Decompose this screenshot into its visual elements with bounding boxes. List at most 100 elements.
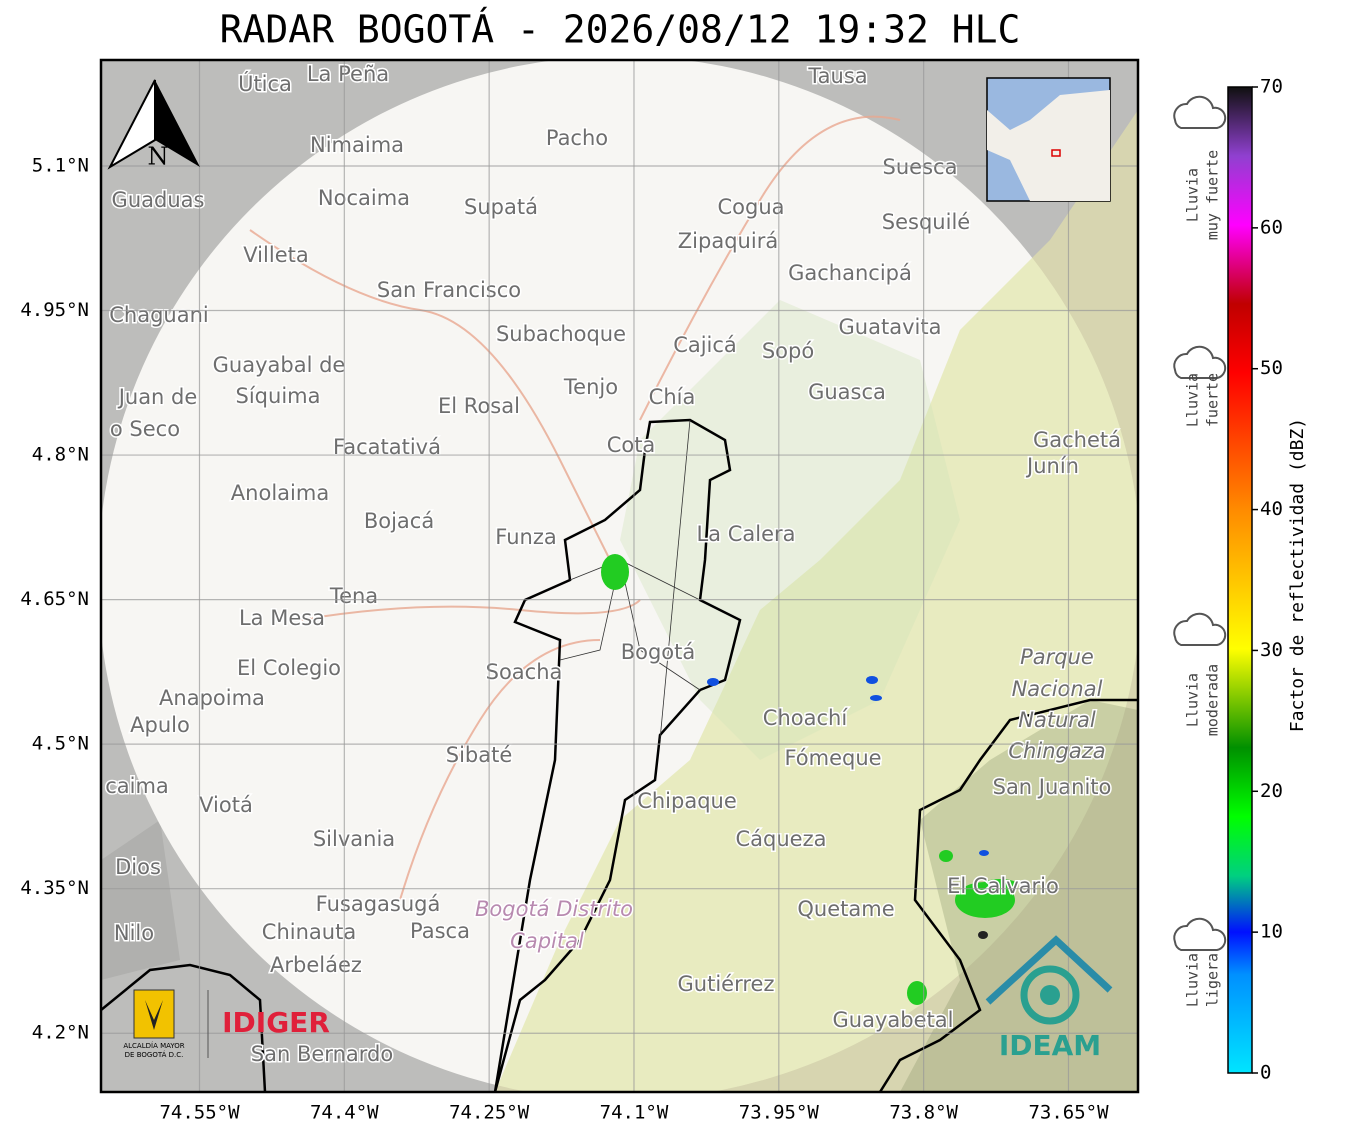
place-label: Nimaima	[310, 133, 404, 157]
ideam-logo: IDEAM	[985, 935, 1113, 1062]
place-label: Guayabetal	[833, 1008, 954, 1032]
place-label: Villeta	[243, 243, 308, 267]
colorbar-tick-label: 30	[1260, 639, 1283, 661]
lat-tick-label: 4.5°N	[32, 733, 89, 755]
place-label: San Juanito	[993, 775, 1112, 799]
inset-map	[986, 77, 1111, 202]
place-label: Chipaque	[637, 789, 737, 813]
colorbar	[1227, 86, 1253, 1074]
place-label: Anolaima	[231, 481, 329, 505]
place-label: Anapoima	[159, 686, 265, 710]
place-label: Pasca	[410, 919, 470, 943]
alcaldia-line: ALCALDÍA MAYOR	[123, 1041, 184, 1050]
place-label: Guaduas	[112, 188, 205, 212]
alcaldia-line: DE BOGOTÁ D.C.	[125, 1050, 184, 1059]
place-label: Cáqueza	[736, 827, 827, 851]
place-label: Bojacá	[364, 509, 434, 533]
lon-tick-label: 73.65°W	[1028, 1102, 1109, 1124]
rain-category: Lluvia	[1184, 168, 1202, 222]
ideam-text: IDEAM	[999, 1029, 1101, 1062]
place-label: Silvania	[313, 827, 395, 851]
rain-category: moderada	[1204, 664, 1222, 736]
place-label: caima	[105, 774, 169, 798]
rain-icon	[1173, 612, 1227, 646]
place-label: El Rosal	[438, 394, 520, 418]
place-label: Bogotá Distrito	[475, 897, 633, 921]
lon-tick-label: 73.95°W	[739, 1102, 820, 1124]
place-label: San Bernardo	[251, 1042, 393, 1066]
place-label: Nilo	[114, 921, 154, 945]
place-label: Cota	[607, 433, 656, 457]
rain-category: Lluvia	[1184, 953, 1202, 1007]
colorbar-tick-label: 70	[1260, 76, 1283, 98]
colorbar-tick-label: 20	[1260, 780, 1283, 802]
place-label: Fómeque	[784, 746, 881, 770]
place-label: Tena	[329, 584, 378, 608]
lat-tick-label: 4.35°N	[20, 877, 89, 899]
place-label: Natural	[1018, 708, 1096, 732]
place-label: El Colegio	[237, 656, 341, 680]
place-label: Cogua	[717, 195, 784, 219]
place-label: Juan de	[117, 385, 198, 409]
place-label: Sibaté	[446, 743, 513, 767]
place-label: Síquima	[236, 384, 321, 408]
place-label: Chingaza	[1008, 739, 1105, 763]
place-label: Nacional	[1012, 677, 1103, 701]
place-label: Tausa	[807, 64, 867, 88]
place-label: Choachí	[763, 706, 849, 730]
place-label: Soacha	[486, 660, 563, 684]
lon-tick-label: 74.25°W	[449, 1102, 530, 1124]
place-label: Guayabal de	[213, 353, 346, 377]
idiger-logo: IDIGER	[222, 1006, 330, 1039]
place-label: Pacho	[546, 126, 608, 150]
colorbar-tick-label: 0	[1260, 1062, 1271, 1084]
lon-tick-label: 74.1°W	[600, 1102, 669, 1124]
rain-icon	[1173, 345, 1227, 379]
place-label: Apulo	[130, 713, 190, 737]
place-label: Quetame	[797, 897, 894, 921]
place-label: Capital	[510, 929, 584, 953]
place-label: Chía	[649, 385, 696, 409]
rain-icon	[1173, 917, 1227, 951]
rain-category: muy fuerte	[1204, 150, 1222, 240]
colorbar-tick-label: 40	[1260, 498, 1283, 520]
colorbar-tick-label: 50	[1260, 357, 1283, 379]
lat-tick-label: 4.8°N	[32, 444, 89, 466]
map: La Peña Útica Tausa Pacho Nimaima Guaduas Noca…	[101, 60, 1138, 1092]
rain-category: Lluvia	[1184, 673, 1202, 727]
place-label: Gutiérrez	[678, 972, 775, 996]
lon-tick-label: 73.8°W	[889, 1102, 958, 1124]
place-label: San Francisco	[377, 278, 521, 302]
place-label: Gachetá	[1033, 428, 1121, 452]
place-label: Chinauta	[262, 920, 356, 944]
place-label: La Mesa	[239, 606, 325, 630]
lon-tick-label: 74.55°W	[159, 1102, 240, 1124]
place-label: Dios	[115, 855, 161, 879]
place-label: Guasca	[808, 380, 886, 404]
lat-tick-label: 5.1°N	[32, 154, 89, 176]
place-label: Suesca	[883, 155, 958, 179]
rain-category: ligera	[1204, 953, 1222, 1007]
place-label: Bogotá	[621, 640, 696, 664]
lat-tick-label: 4.95°N	[20, 299, 89, 321]
place-label: El Calvario	[947, 874, 1059, 898]
place-label: Nocaima	[318, 186, 410, 210]
place-label: Útica	[238, 71, 292, 96]
lat-tick-label: 4.65°N	[20, 588, 89, 610]
place-label: Tenjo	[563, 375, 618, 399]
place-label: Gachancipá	[788, 261, 912, 285]
place-label: Viotá	[199, 793, 253, 817]
place-label: Zipaquirá	[678, 229, 778, 253]
rain-category: Lluvia	[1184, 373, 1202, 427]
place-label: Chaguani	[109, 303, 209, 327]
colorbar-label: Factor de reflectividad (dBZ)	[1287, 418, 1308, 732]
place-label: o Seco	[110, 417, 180, 441]
place-label: Supatá	[464, 195, 538, 219]
place-label: Subachoque	[496, 322, 626, 346]
title: RADAR BOGOTÁ - 2026/08/12 19:32 HLC	[220, 8, 1021, 52]
north-label: N	[148, 143, 169, 171]
place-label: La Peña	[307, 62, 389, 86]
radar-echoes	[601, 554, 1018, 1005]
place-label: Sopó	[762, 339, 814, 363]
